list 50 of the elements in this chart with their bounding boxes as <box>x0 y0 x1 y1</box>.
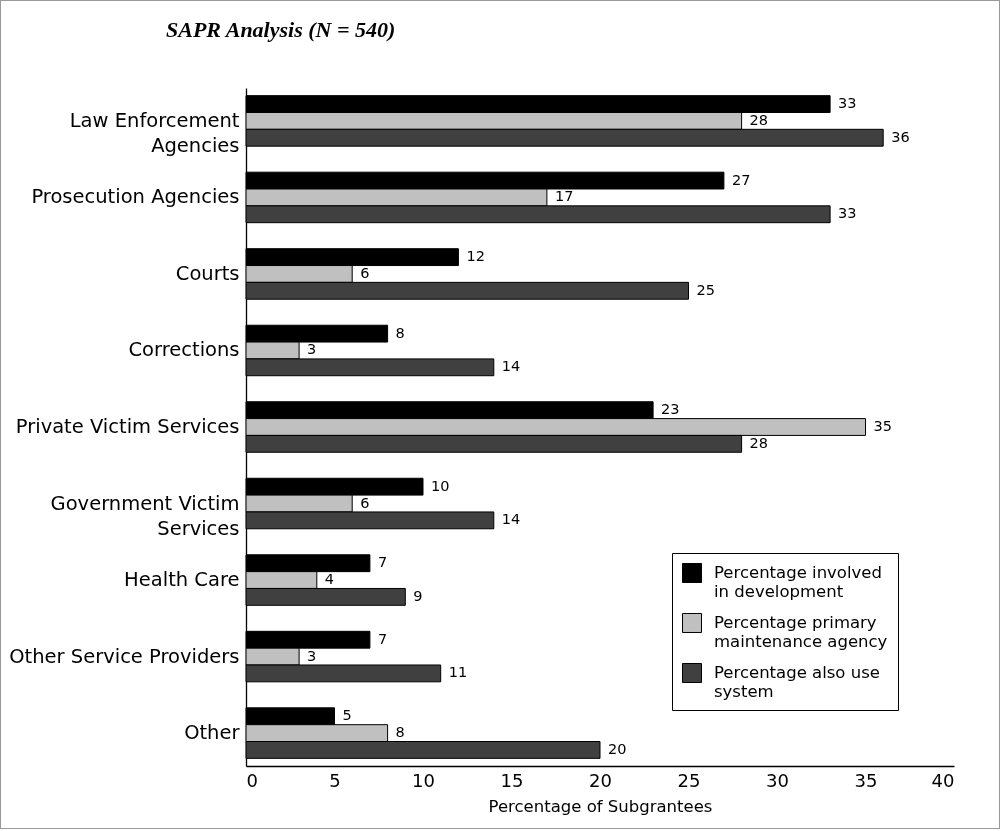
x-tick-label: 30 <box>766 769 789 791</box>
x-tick-label: 10 <box>412 769 435 791</box>
y-tick-label: Prosecution Agencies <box>31 185 240 209</box>
data-label: 5 <box>342 707 352 724</box>
x-tick-label: 0 <box>246 769 258 791</box>
y-tick-label: Private Victim Services <box>15 415 240 438</box>
data-label: 4 <box>324 571 335 588</box>
data-label: 36 <box>891 128 910 145</box>
data-label: 6 <box>360 264 370 281</box>
x-tick-label: 15 <box>500 769 524 791</box>
y-tick-label: Courts <box>175 261 240 285</box>
data-label: 12 <box>466 248 485 265</box>
data-label: 33 <box>838 95 857 112</box>
data-label: 14 <box>501 511 521 528</box>
y-tick-label: Law Enforcement Agencies <box>69 108 240 157</box>
legend-label: Percentage primary maintenance agency <box>714 613 888 651</box>
data-label: 23 <box>661 401 680 418</box>
y-tick-label: Corrections <box>128 338 240 362</box>
data-label: 11 <box>448 664 468 681</box>
x-tick-label: 20 <box>589 769 612 791</box>
y-tick-label: Other <box>184 721 241 745</box>
data-label: 35 <box>873 418 892 434</box>
data-label: 10 <box>431 477 450 494</box>
data-label: 8 <box>395 324 405 341</box>
data-label: 8 <box>395 724 405 741</box>
x-tick-label: 35 <box>854 769 878 791</box>
data-label: 7 <box>377 554 388 571</box>
data-label: 14 <box>501 358 521 375</box>
y-tick-label: Other Service Providers <box>9 644 240 668</box>
y-tick-label: Health Care <box>124 568 240 592</box>
data-label: 9 <box>413 587 423 604</box>
data-label: 28 <box>749 111 769 128</box>
data-label: 27 <box>731 171 751 188</box>
data-label: 3 <box>307 341 317 358</box>
data-label: 25 <box>696 281 715 298</box>
x-tick-label: 5 <box>329 769 341 791</box>
data-label: 7 <box>377 630 388 647</box>
data-label: 3 <box>307 647 317 664</box>
data-label: 33 <box>838 205 857 222</box>
data-label: 6 <box>360 494 370 511</box>
data-label: 20 <box>608 740 627 757</box>
x-axis-title: Percentage of Subgrantees <box>488 796 713 816</box>
x-tick-label: 25 <box>677 769 701 791</box>
data-label: 28 <box>749 434 769 451</box>
data-label: 17 <box>554 188 574 205</box>
legend-label: Percentage involved in development <box>714 563 882 601</box>
legend-label: Percentage also use system <box>714 663 880 701</box>
x-tick-label: 40 <box>931 769 955 791</box>
chart-title: SAPR Analysis (N = 540) <box>166 17 396 42</box>
y-tick-label: Government Victim Services <box>50 491 240 540</box>
